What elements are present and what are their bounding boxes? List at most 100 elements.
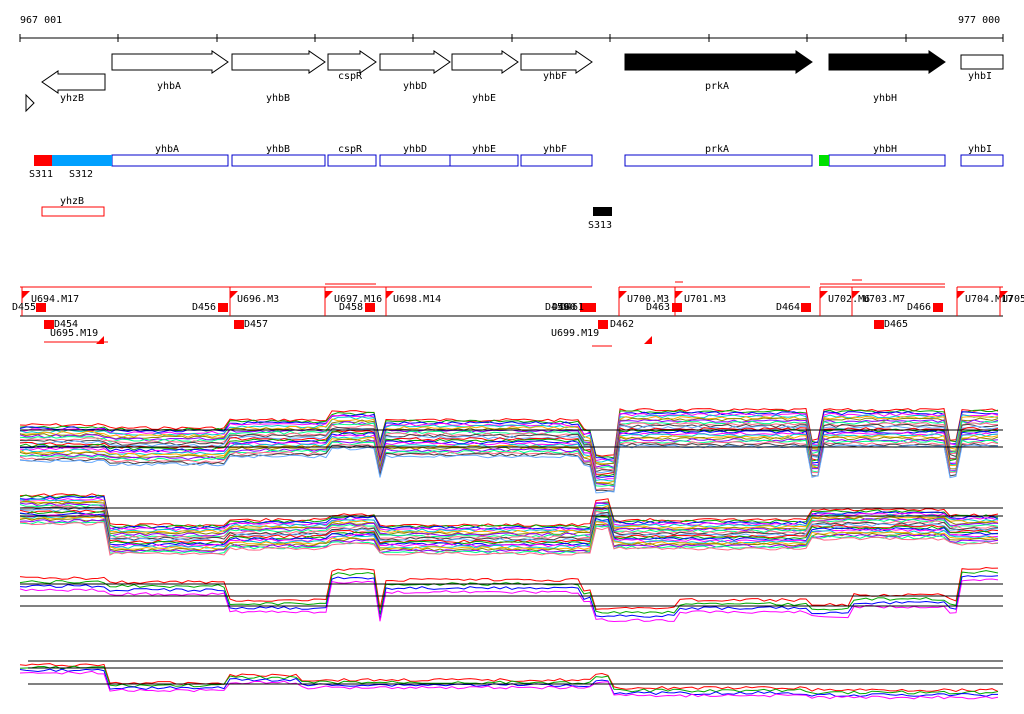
downshift-label: D458 <box>339 302 363 313</box>
downshift-marker[interactable] <box>234 320 244 329</box>
expression-line <box>19 444 999 494</box>
annotation-box-yhbI[interactable] <box>960 154 1004 167</box>
upshift-flag-icon[interactable] <box>957 291 965 299</box>
upshift-flag-icon[interactable] <box>852 291 860 299</box>
downshift-label: D465 <box>884 319 908 330</box>
gene-label-yhbF: yhbF <box>543 71 567 82</box>
expression-line <box>19 521 999 556</box>
upshift-flag-icon[interactable] <box>644 336 652 344</box>
downshift-marker[interactable] <box>44 320 54 329</box>
gene-label-yhbI: yhbI <box>968 71 992 82</box>
upshift-label: U704.M17 <box>965 294 1013 305</box>
expression-line <box>19 434 999 484</box>
expression-line <box>19 436 999 486</box>
block-green[interactable] <box>819 155 829 166</box>
expression-line <box>19 422 998 471</box>
downshift-label: D461 <box>560 302 584 313</box>
upshift-flag-icon[interactable] <box>675 291 683 299</box>
annotation-label-yhbF: yhbF <box>543 144 567 155</box>
downshift-marker[interactable] <box>598 320 608 329</box>
upshift-flag-icon[interactable] <box>96 336 104 344</box>
gene-arrow-yhbE[interactable] <box>451 50 519 74</box>
ruler-end-label: 977 000 <box>958 15 1000 26</box>
annotation-track: yhbA yhbB cspR yhbD yhbE yhbF prkA yhbH yhbI S311… <box>29 144 1004 231</box>
expression-line <box>19 499 999 534</box>
expression-line <box>19 578 999 623</box>
expression-line <box>19 575 999 620</box>
downshift-marker[interactable] <box>218 303 228 312</box>
expression-line <box>19 438 999 487</box>
upshift-label: U701.M3 <box>684 294 726 305</box>
upshift-label: U695.M19 <box>50 328 98 339</box>
upshift-label: U698.M14 <box>393 294 441 305</box>
downshift-marker[interactable] <box>933 303 943 312</box>
expression-line <box>19 414 999 464</box>
downshift-marker[interactable] <box>672 303 682 312</box>
upshift-flag-icon[interactable] <box>325 291 333 299</box>
block-S311[interactable] <box>34 155 52 166</box>
expression-line <box>19 494 999 529</box>
annotation-box-yhbB[interactable] <box>231 154 326 167</box>
expression-line <box>19 518 999 554</box>
block-label-S312: S312 <box>69 169 93 180</box>
annotation-box-yhbD[interactable] <box>379 154 451 167</box>
downshift-label: D464 <box>776 302 800 313</box>
annotation-box-prkA[interactable] <box>624 154 813 167</box>
upshift-flag-icon[interactable] <box>619 291 627 299</box>
expression-line <box>19 430 999 478</box>
downshift-marker[interactable] <box>365 303 375 312</box>
gene-arrow-yhbD[interactable] <box>379 50 451 74</box>
gene-label-yhbB: yhbB <box>266 93 290 104</box>
upshift-flag-icon[interactable] <box>820 291 828 299</box>
gene-arrow-yhbI[interactable] <box>960 54 1004 70</box>
block-S312[interactable] <box>52 155 112 166</box>
gene-arrow-yhbB[interactable] <box>231 50 326 74</box>
annotation-box-yhbF[interactable] <box>520 154 593 167</box>
expression-line <box>19 570 999 615</box>
annotation-box-yhbH[interactable] <box>828 154 946 167</box>
ruler-ticks <box>19 34 1004 42</box>
expression-line <box>19 431 999 481</box>
downshift-label: D459 <box>545 302 569 313</box>
gene-arrow-yhbA[interactable] <box>111 50 229 74</box>
expression-line <box>19 520 999 555</box>
downshift-marker[interactable] <box>874 320 884 329</box>
gene-arrow-cspR[interactable] <box>327 50 377 74</box>
upshift-flag-icon[interactable] <box>230 291 238 299</box>
block-S313[interactable] <box>593 207 612 216</box>
gene-arrow-yhzB[interactable] <box>41 70 106 94</box>
downshift-label: D463 <box>646 302 670 313</box>
annotation-label-yhbE: yhbE <box>472 144 496 155</box>
annotation-box-yhzB[interactable] <box>41 206 105 217</box>
expression-line <box>19 513 999 548</box>
upshift-flag-icon[interactable] <box>1000 291 1008 299</box>
annotation-label-cspR: cspR <box>338 144 363 155</box>
gene-label-prkA: prkA <box>705 81 729 92</box>
gene-label-yhbH: yhbH <box>873 93 897 104</box>
annotation-box-yhbA[interactable] <box>111 154 229 167</box>
expression-line <box>19 407 999 457</box>
downshift-marker[interactable] <box>586 303 596 312</box>
coordinate-ruler: 967 001 977 000 <box>19 15 1004 42</box>
gene-arrow-yhbF[interactable] <box>520 50 593 74</box>
downshift-label: D460 <box>552 302 576 313</box>
downshift-marker[interactable] <box>801 303 811 312</box>
downshift-marker[interactable] <box>36 303 46 312</box>
upshift-flag-icon[interactable] <box>22 291 30 299</box>
upshift-label: U697.M16 <box>334 294 382 305</box>
gene-track: yhzB yhbA yhbB cspR yhbD yhbE yhbF prkA yhbH yhbI <box>41 50 1004 104</box>
expression-line <box>19 566 999 610</box>
downshift-label: D457 <box>244 319 268 330</box>
expression-line <box>19 442 999 492</box>
upshift-label: U700.M3 <box>627 294 669 305</box>
gene-arrow-prkA[interactable] <box>624 50 813 74</box>
downshift-label: D455 <box>12 302 36 313</box>
annotation-box-cspR[interactable] <box>327 154 377 167</box>
gene-arrow-yhbH[interactable] <box>828 50 946 74</box>
expression-line <box>19 495 999 530</box>
strand-marker-icon <box>25 93 35 113</box>
upshift-flag-icon[interactable] <box>386 291 394 299</box>
downshift-label: D454 <box>54 319 78 330</box>
annotation-box-yhbE[interactable] <box>449 154 519 167</box>
